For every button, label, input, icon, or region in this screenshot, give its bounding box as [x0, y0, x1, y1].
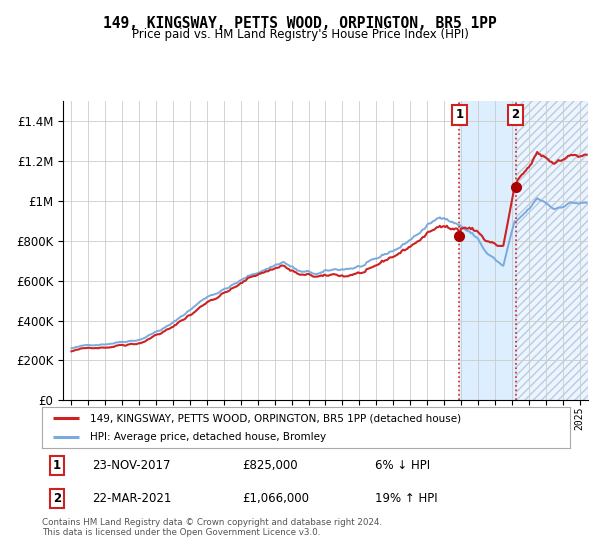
Text: Price paid vs. HM Land Registry's House Price Index (HPI): Price paid vs. HM Land Registry's House …: [131, 28, 469, 41]
Text: 22-MAR-2021: 22-MAR-2021: [92, 492, 172, 505]
Text: 149, KINGSWAY, PETTS WOOD, ORPINGTON, BR5 1PP (detached house): 149, KINGSWAY, PETTS WOOD, ORPINGTON, BR…: [89, 413, 461, 423]
Text: £825,000: £825,000: [242, 459, 298, 472]
Text: 19% ↑ HPI: 19% ↑ HPI: [374, 492, 437, 505]
Bar: [515, 101, 588, 400]
Text: 6% ↓ HPI: 6% ↓ HPI: [374, 459, 430, 472]
Bar: [515, 101, 588, 400]
Text: 23-NOV-2017: 23-NOV-2017: [92, 459, 170, 472]
Text: 2: 2: [512, 108, 520, 122]
Bar: [459, 101, 515, 400]
Text: 1: 1: [455, 108, 463, 122]
Text: HPI: Average price, detached house, Bromley: HPI: Average price, detached house, Brom…: [89, 432, 326, 442]
Text: 2: 2: [53, 492, 61, 505]
Text: 149, KINGSWAY, PETTS WOOD, ORPINGTON, BR5 1PP: 149, KINGSWAY, PETTS WOOD, ORPINGTON, BR…: [103, 16, 497, 31]
Text: Contains HM Land Registry data © Crown copyright and database right 2024.
This d: Contains HM Land Registry data © Crown c…: [42, 518, 382, 538]
Text: 1: 1: [53, 459, 61, 472]
Text: £1,066,000: £1,066,000: [242, 492, 310, 505]
